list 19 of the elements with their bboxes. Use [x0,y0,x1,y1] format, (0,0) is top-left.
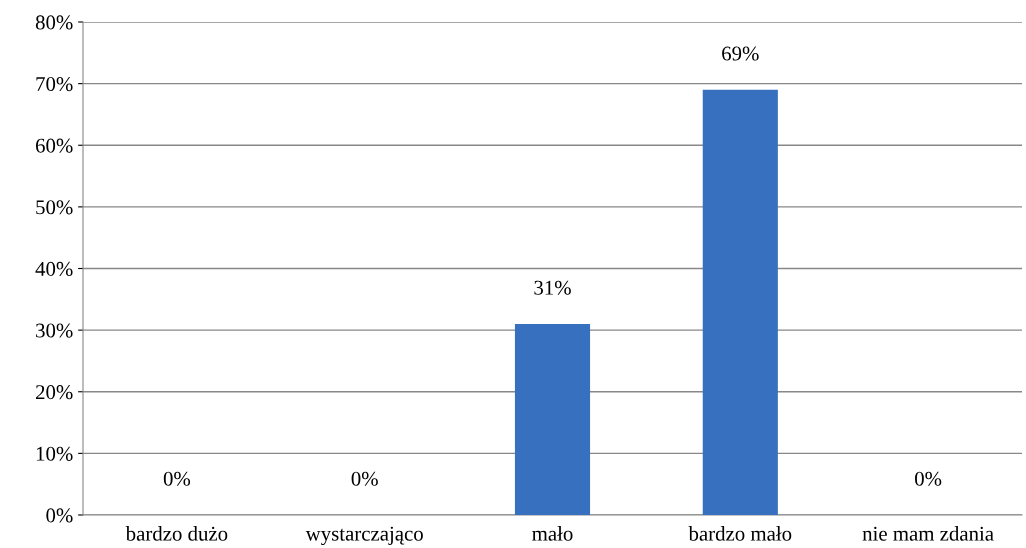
data-label: 69% [722,46,759,61]
x-tick-label: bardzo dużo [125,526,228,541]
y-tick-label: 20% [36,385,73,400]
data-label: 0% [915,471,942,486]
data-label: 0% [163,471,191,486]
x-tick-label: nie mam zdania [862,526,994,541]
data-label: 31% [534,280,571,295]
x-tick-label: bardzo mało [688,526,792,541]
y-tick-label: 60% [35,138,73,153]
y-tick-label: 40% [35,261,73,276]
x-tick-label: mało [532,526,573,541]
data-label: 0% [351,471,378,486]
y-tick-label: 10% [36,446,73,461]
y-tick-label: 80% [35,15,73,30]
y-tick-label: 30% [36,323,73,338]
y-tick-label: 0% [46,508,73,523]
x-tick-label: wystarczająco [305,526,423,545]
y-tick-label: 70% [36,77,73,92]
y-tick-label: 50% [36,200,73,215]
